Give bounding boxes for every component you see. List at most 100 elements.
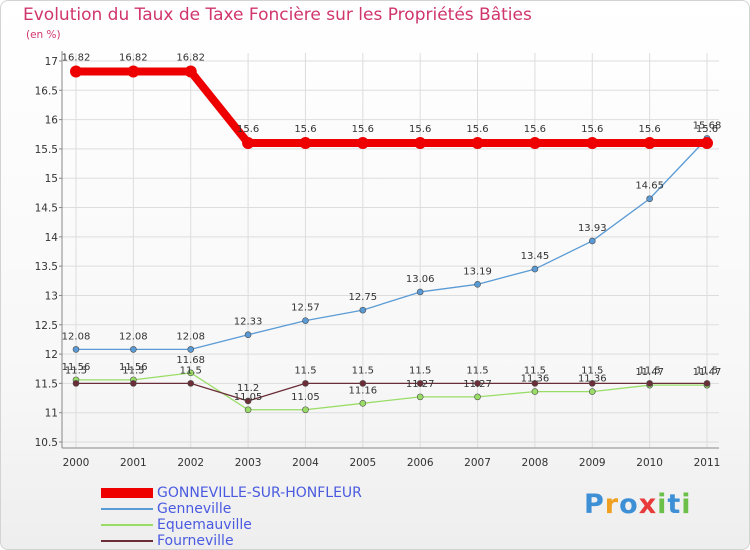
data-point-equemauville bbox=[531, 388, 539, 395]
data-label-equemauville: 11.05 bbox=[234, 392, 263, 403]
legend-swatch-gonneville bbox=[101, 488, 153, 498]
data-label-fourneville: 11.5 bbox=[524, 365, 546, 376]
data-label-equemauville: 11.56 bbox=[62, 362, 91, 373]
legend-label-equemauville: Equemauville bbox=[157, 517, 252, 533]
data-point-gonneville bbox=[356, 137, 369, 150]
data-label-gonneville: 16.82 bbox=[62, 53, 91, 64]
series-line-gonneville bbox=[72, 67, 711, 148]
data-label-fourneville: 11.5 bbox=[122, 365, 144, 376]
data-label-genneville: 12.08 bbox=[119, 331, 148, 342]
data-point-genneville bbox=[244, 331, 252, 339]
data-label-gonneville: 15.6 bbox=[524, 124, 546, 135]
data-label-genneville: 14.65 bbox=[635, 181, 664, 192]
data-label-fourneville: 11.5 bbox=[639, 365, 661, 376]
data-label-genneville: 12.33 bbox=[234, 317, 263, 328]
data-point-fourneville bbox=[531, 380, 539, 387]
legend-label-gonneville: GONNEVILLE-SUR-HONFLEUR bbox=[157, 485, 362, 501]
data-label-genneville: 13.06 bbox=[406, 274, 435, 285]
x-tick-label: 2004 bbox=[292, 457, 319, 469]
data-label-genneville: 12.57 bbox=[291, 303, 320, 314]
data-label-equemauville: 11.05 bbox=[291, 392, 320, 403]
x-tick-label: 2000 bbox=[63, 457, 90, 469]
data-label-equemauville: 11.56 bbox=[119, 362, 148, 373]
logo-letter: r bbox=[604, 489, 620, 520]
x-tick-label: 2006 bbox=[407, 457, 434, 469]
legend-swatch-genneville bbox=[101, 508, 153, 510]
data-label-fourneville: 11.5 bbox=[696, 365, 718, 376]
data-point-equemauville bbox=[359, 400, 367, 407]
data-label-fourneville: 11.5 bbox=[409, 365, 431, 376]
data-label-equemauville: 11.16 bbox=[348, 385, 377, 396]
data-label-equemauville: 11.68 bbox=[176, 355, 205, 366]
data-point-genneville bbox=[416, 288, 424, 296]
data-point-equemauville bbox=[302, 406, 309, 414]
series-line-genneville bbox=[75, 137, 708, 351]
y-tick-label: 15 bbox=[45, 173, 58, 185]
data-label-fourneville: 11.5 bbox=[466, 365, 488, 376]
data-point-equemauville bbox=[244, 406, 252, 414]
data-label-fourneville: 11.5 bbox=[180, 365, 202, 376]
x-tick-label: 2010 bbox=[636, 457, 663, 469]
data-label-genneville: 13.45 bbox=[521, 251, 550, 262]
data-point-genneville bbox=[531, 265, 539, 273]
x-tick-label: 2005 bbox=[349, 457, 376, 469]
y-tick-label: 11 bbox=[45, 408, 58, 420]
data-label-gonneville: 16.82 bbox=[119, 53, 148, 64]
data-label-gonneville: 15.6 bbox=[352, 124, 374, 135]
data-label-gonneville: 15.6 bbox=[466, 124, 488, 135]
y-tick-label: 16 bbox=[45, 115, 59, 127]
data-point-fourneville bbox=[72, 380, 80, 387]
data-point-fourneville bbox=[302, 380, 309, 387]
data-label-genneville: 12.08 bbox=[176, 331, 205, 342]
data-point-fourneville bbox=[646, 380, 653, 387]
data-point-fourneville bbox=[703, 380, 711, 387]
logo-letter: i bbox=[681, 489, 692, 520]
data-point-gonneville bbox=[414, 137, 427, 150]
data-point-equemauville bbox=[474, 393, 481, 401]
data-label-gonneville: 15.6 bbox=[639, 124, 661, 135]
data-label-genneville: 13.19 bbox=[463, 266, 492, 277]
data-point-gonneville bbox=[70, 65, 82, 78]
data-label-fourneville: 11.5 bbox=[581, 365, 603, 376]
data-point-genneville bbox=[359, 306, 367, 314]
data-point-genneville bbox=[72, 346, 80, 353]
y-tick-label: 13.5 bbox=[35, 261, 58, 273]
y-tick-label: 14.5 bbox=[35, 203, 58, 215]
x-tick-label: 2003 bbox=[235, 457, 262, 469]
x-tick-label: 2002 bbox=[177, 457, 204, 469]
y-tick-label: 15.5 bbox=[35, 144, 58, 156]
y-tick-label: 11.5 bbox=[35, 378, 58, 390]
data-point-equemauville bbox=[588, 388, 596, 395]
data-label-gonneville: 15.6 bbox=[237, 124, 259, 135]
data-point-gonneville bbox=[299, 137, 312, 150]
data-point-gonneville bbox=[586, 137, 599, 150]
legend-swatch-equemauville bbox=[101, 524, 153, 526]
data-point-fourneville bbox=[244, 397, 252, 405]
data-point-genneville bbox=[646, 195, 653, 203]
series-line-equemauville bbox=[75, 372, 708, 411]
data-label-genneville: 15.68 bbox=[693, 120, 722, 131]
logo-letter: P bbox=[584, 489, 605, 520]
data-point-fourneville bbox=[416, 380, 424, 387]
data-label-gonneville: 15.6 bbox=[696, 124, 718, 135]
data-point-genneville bbox=[130, 346, 137, 353]
data-label-fourneville: 11.5 bbox=[294, 365, 316, 376]
y-tick-label: 12.5 bbox=[35, 320, 58, 332]
data-label-genneville: 12.75 bbox=[348, 292, 377, 303]
legend-swatch-fourneville bbox=[101, 540, 153, 542]
data-label-equemauville: 11.27 bbox=[406, 379, 435, 390]
y-tick-label: 12 bbox=[45, 349, 58, 361]
y-tick-label: 13 bbox=[45, 290, 58, 302]
x-tick-label: 2009 bbox=[579, 457, 606, 469]
x-tick-label: 2011 bbox=[694, 457, 721, 469]
unit-label: (en %) bbox=[26, 29, 61, 41]
data-label-equemauville: 11.47 bbox=[693, 367, 722, 378]
data-label-gonneville: 15.6 bbox=[581, 124, 603, 135]
data-point-gonneville bbox=[242, 137, 255, 150]
data-label-equemauville: 11.36 bbox=[521, 374, 550, 385]
data-point-genneville bbox=[187, 346, 195, 353]
data-label-fourneville: 11.5 bbox=[352, 365, 374, 376]
x-tick-label: 2001 bbox=[120, 457, 147, 469]
